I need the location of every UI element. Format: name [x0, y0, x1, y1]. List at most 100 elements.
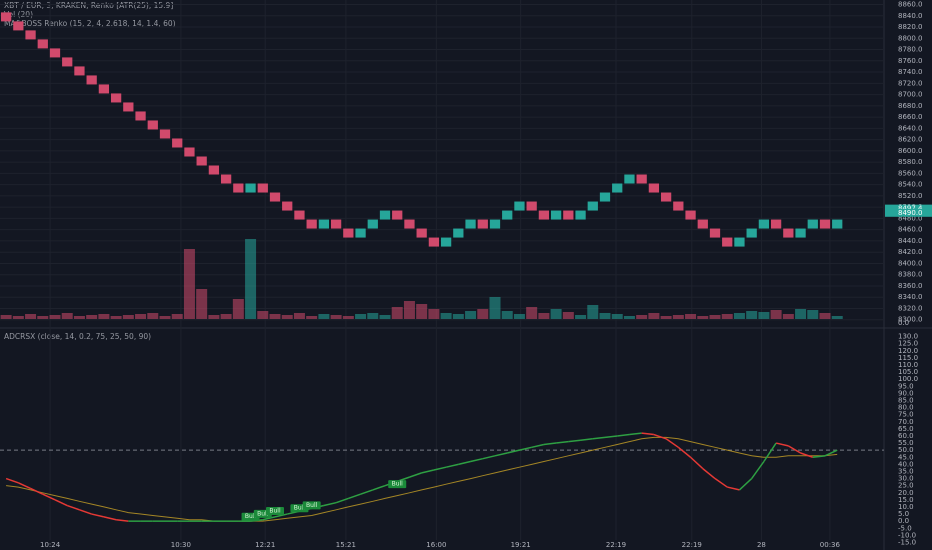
oscillator-segment	[543, 442, 557, 446]
renko-brick	[636, 174, 647, 184]
oscillator-segment	[751, 461, 765, 479]
oscillator-segment	[54, 499, 68, 507]
oscillator-segment	[738, 478, 753, 491]
annotation-label: Bull	[306, 502, 318, 509]
renko-brick	[159, 129, 171, 139]
volume-bar	[135, 314, 147, 319]
x-tick-label: 22:19	[682, 541, 702, 549]
y-tick-label: 8340.0	[898, 293, 923, 301]
renko-brick	[440, 237, 452, 247]
volume-bar	[819, 313, 831, 319]
y-tick-label: 8840.0	[898, 12, 923, 20]
volume-bar	[746, 311, 758, 319]
y-tick-label: 8380.0	[898, 271, 923, 279]
renko-brick	[734, 237, 745, 247]
volume-bar	[623, 316, 635, 319]
renko-brick	[49, 48, 61, 58]
renko-brick	[306, 219, 317, 229]
volume-bar	[611, 314, 623, 319]
y-tick-label: -10.0	[898, 531, 916, 539]
y-tick-label: 8620.0	[898, 136, 923, 144]
volume-bar	[232, 299, 244, 319]
oscillator-segment	[18, 482, 31, 490]
indicator-label: MA&BOSS Renko (15, 2, 4, 2.618, 14, 1.4,…	[4, 19, 176, 28]
volume-bar	[465, 311, 477, 319]
oscillator-segment	[641, 432, 654, 436]
oscillator-segment	[531, 443, 545, 449]
y-tick-label: 60.0	[898, 432, 914, 440]
volume-bar	[147, 313, 159, 319]
x-tick-label: 16:00	[426, 541, 446, 549]
y-tick-label: 75.0	[898, 411, 914, 419]
volume-bar	[61, 313, 73, 319]
oscillator-segment	[690, 456, 704, 470]
y-tick-label: 8360.0	[898, 282, 923, 290]
renko-brick	[502, 210, 513, 220]
oscillator-segment	[79, 509, 92, 515]
volume-bar	[281, 315, 293, 319]
annotation-label: Bull	[257, 510, 269, 517]
renko-brick	[832, 219, 843, 229]
x-tick-label: 19:21	[511, 541, 531, 549]
renko-brick	[379, 210, 391, 220]
oscillator-segment	[91, 513, 105, 518]
x-tick-label: 10:30	[171, 541, 191, 549]
oscillator-segment	[494, 452, 508, 457]
y-tick-label: 85.0	[898, 396, 914, 404]
y-tick-label: 8860.0	[898, 1, 923, 9]
y-tick-label: 40.0	[898, 460, 914, 468]
volume-bar	[831, 316, 843, 319]
volume-bar	[0, 315, 12, 319]
oscillator-segment	[409, 472, 422, 478]
renko-brick	[599, 192, 611, 202]
renko-brick	[392, 210, 403, 220]
y-tick-label: 5.0	[898, 510, 909, 518]
oscillator-segment	[763, 442, 777, 462]
y-tick-label: 115.0	[898, 354, 918, 362]
oscillator-segment	[433, 466, 447, 471]
volume-bar	[758, 312, 770, 319]
x-tick-label: 15:21	[336, 541, 356, 549]
renko-brick	[428, 237, 440, 247]
y-tick-label: 130.0	[898, 333, 918, 341]
renko-brick	[245, 183, 256, 193]
oscillator-segment	[360, 489, 374, 495]
oscillator-segment	[323, 501, 337, 507]
volume-bar	[709, 315, 721, 319]
renko-brick	[770, 219, 782, 229]
renko-brick	[477, 219, 488, 229]
renko-brick	[123, 102, 134, 112]
chart-title: XBT / EUR, 3, KRAKEN, Renko [ATR(25), 15…	[4, 1, 173, 10]
volume-bar	[403, 301, 415, 319]
annotation-label: Bull	[269, 508, 281, 515]
y-tick-label: 20.0	[898, 489, 914, 497]
renko-brick	[453, 228, 464, 238]
oscillator-segment	[727, 486, 740, 491]
renko-brick	[208, 165, 220, 175]
renko-brick	[37, 39, 48, 49]
volume-bar	[25, 314, 37, 319]
volume-bar	[257, 311, 269, 319]
y-tick-label: 8780.0	[898, 46, 923, 54]
oscillator-segment	[812, 455, 826, 458]
y-tick-label: 8320.0	[898, 304, 923, 312]
y-tick-label: 8460.0	[898, 226, 923, 234]
volume-bar	[342, 316, 354, 319]
volume-bar	[379, 315, 391, 319]
volume-bar	[416, 304, 428, 319]
oscillator-segment	[421, 469, 435, 474]
oscillator-segment	[116, 518, 129, 522]
renko-brick	[783, 228, 794, 238]
volume-bar	[110, 316, 122, 319]
renko-brick	[514, 201, 525, 211]
volume-bar	[208, 315, 220, 319]
renko-brick	[74, 66, 85, 76]
y-tick-label: 8680.0	[898, 102, 923, 110]
y-tick-label: 8420.0	[898, 248, 923, 256]
oscillator-segment	[653, 433, 667, 440]
y-tick-label: 30.0	[898, 475, 914, 483]
oscillator-segment	[702, 468, 716, 480]
volume-bar	[73, 316, 85, 319]
x-tick-label: 10:24	[40, 541, 61, 549]
